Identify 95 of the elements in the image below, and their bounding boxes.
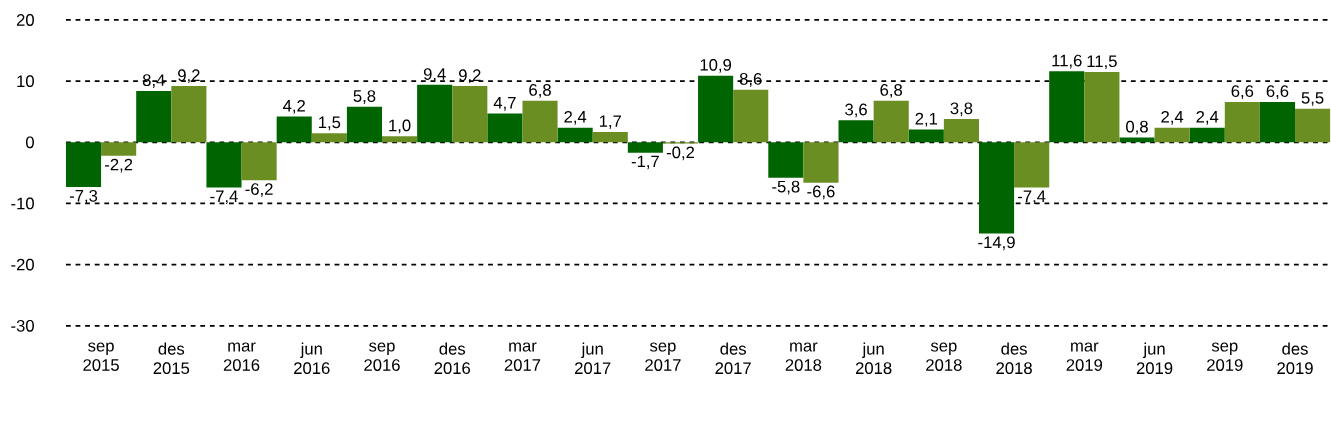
data-label: 10,9 bbox=[700, 59, 732, 73]
bar bbox=[978, 142, 1015, 234]
data-label: 11,6 bbox=[1052, 54, 1082, 69]
bar bbox=[382, 136, 418, 143]
data-label: 1,0 bbox=[389, 119, 411, 134]
data-label: -2,2 bbox=[105, 158, 133, 173]
data-label: 6,8 bbox=[529, 84, 551, 98]
x-tick-label: jun 2019 bbox=[1136, 342, 1173, 375]
data-label: -1,7 bbox=[631, 155, 659, 170]
bar bbox=[733, 89, 769, 143]
y-tick-label: 20 bbox=[16, 14, 34, 27]
bar bbox=[206, 142, 242, 188]
y-tick-label: -10 bbox=[11, 197, 34, 210]
data-label: 8,6 bbox=[739, 73, 762, 87]
data-label: 2,4 bbox=[1196, 111, 1219, 125]
y-tick-label: -20 bbox=[11, 258, 34, 271]
data-label: 11,5 bbox=[1087, 55, 1117, 70]
bar bbox=[1119, 137, 1155, 143]
x-tick-label: sep 2017 bbox=[645, 342, 681, 372]
bar bbox=[101, 142, 137, 156]
bar bbox=[943, 119, 979, 143]
data-label: -7,3 bbox=[69, 190, 98, 204]
bar bbox=[838, 120, 874, 143]
x-tick-label: sep 2016 bbox=[364, 342, 400, 372]
data-label: 1,5 bbox=[319, 116, 341, 131]
data-label: 9,2 bbox=[178, 69, 200, 84]
x-tick-label: sep 2019 bbox=[1207, 342, 1243, 372]
bar bbox=[522, 100, 558, 143]
bar bbox=[1295, 108, 1331, 143]
x-tick-label: jun 2017 bbox=[575, 342, 611, 375]
bar bbox=[1084, 72, 1120, 143]
x-tick-label: des 2018 bbox=[996, 342, 1032, 375]
data-label: 6,6 bbox=[1231, 85, 1254, 100]
bar bbox=[276, 116, 312, 143]
bar bbox=[311, 133, 347, 143]
bar bbox=[1224, 102, 1260, 143]
bar bbox=[487, 113, 523, 143]
x-tick-label: sep 2015 bbox=[83, 342, 119, 372]
data-label: -6,6 bbox=[807, 185, 835, 200]
data-label: 0,8 bbox=[1126, 120, 1148, 135]
data-label: 2,1 bbox=[915, 112, 938, 127]
x-tick-label: jun 2016 bbox=[294, 342, 330, 375]
bar bbox=[627, 142, 663, 153]
bar bbox=[557, 127, 593, 143]
data-label: -5,8 bbox=[772, 180, 800, 195]
bar bbox=[1189, 127, 1225, 143]
data-label: -6,2 bbox=[245, 183, 273, 198]
data-label: -7,4 bbox=[210, 190, 238, 205]
bar bbox=[241, 142, 277, 181]
bar bbox=[768, 142, 804, 178]
bar bbox=[136, 91, 172, 143]
data-label: 2,4 bbox=[1161, 111, 1184, 125]
data-label: 5,5 bbox=[1301, 92, 1324, 106]
data-label: 6,8 bbox=[880, 84, 903, 98]
data-label: 5,8 bbox=[353, 90, 376, 105]
bar bbox=[417, 84, 453, 143]
y-tick-label: 0 bbox=[26, 136, 34, 149]
data-label: -7,4 bbox=[1018, 190, 1046, 205]
x-tick-label: mar 2016 bbox=[223, 342, 260, 372]
x-tick-label: sep 2018 bbox=[926, 342, 962, 372]
data-label: 4,7 bbox=[493, 97, 516, 111]
data-label: 3,6 bbox=[845, 103, 867, 118]
bar bbox=[452, 86, 488, 143]
data-label: 1,7 bbox=[599, 115, 621, 130]
bar bbox=[171, 86, 207, 143]
bar bbox=[346, 106, 383, 143]
x-tick-label: mar 2017 bbox=[504, 342, 541, 372]
bar bbox=[1154, 127, 1190, 143]
data-label: -14,9 bbox=[978, 236, 1015, 251]
data-label: -0,2 bbox=[666, 146, 694, 161]
bar bbox=[1049, 71, 1085, 143]
data-label: 9,2 bbox=[458, 69, 481, 84]
bar bbox=[873, 100, 909, 143]
x-tick-label: mar 2019 bbox=[1066, 342, 1103, 372]
data-label: 9,4 bbox=[423, 68, 446, 83]
bar bbox=[1259, 102, 1296, 143]
data-label: 2,4 bbox=[564, 111, 587, 125]
x-tick-label: des 2019 bbox=[1277, 342, 1313, 375]
bar bbox=[65, 142, 102, 188]
data-label: 3,8 bbox=[950, 102, 973, 117]
bar bbox=[803, 142, 839, 183]
y-tick-label: -30 bbox=[11, 320, 34, 332]
bar bbox=[908, 129, 944, 143]
bar bbox=[698, 75, 734, 143]
x-tick-label: mar 2018 bbox=[785, 342, 822, 372]
data-label: 8,4 bbox=[142, 74, 165, 89]
x-tick-label: des 2016 bbox=[434, 342, 471, 375]
x-tick-label: jun 2018 bbox=[855, 342, 892, 375]
y-tick-label: 10 bbox=[17, 75, 34, 88]
data-label: 6,6 bbox=[1266, 85, 1289, 100]
data-label: 4,2 bbox=[283, 100, 305, 114]
x-tick-label: des 2017 bbox=[715, 342, 751, 375]
bar bbox=[1014, 142, 1050, 188]
bar bbox=[592, 132, 628, 143]
x-tick-label: des 2015 bbox=[153, 342, 190, 375]
